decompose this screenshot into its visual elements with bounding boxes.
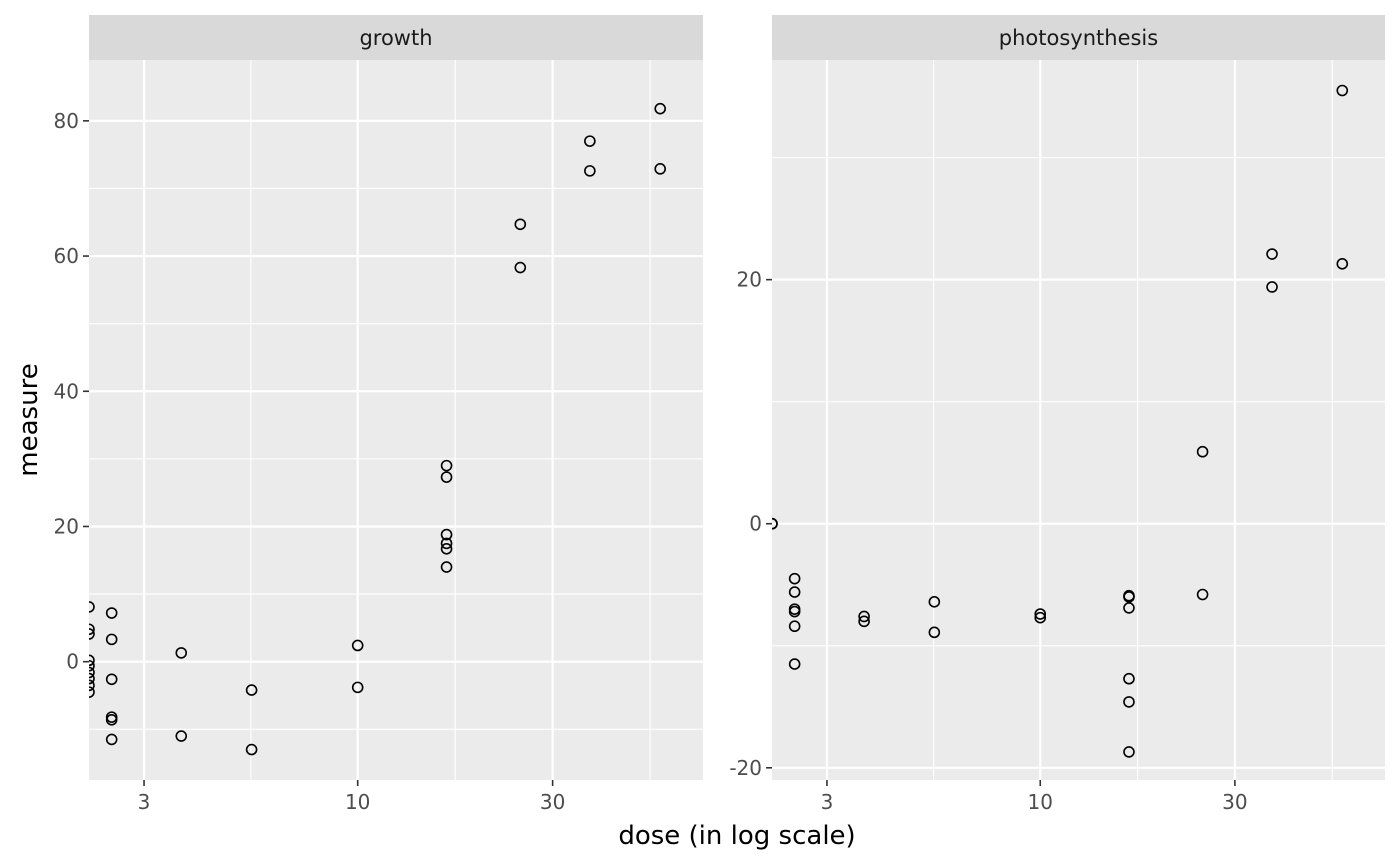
data-point (105, 733, 118, 746)
data-point (175, 647, 188, 659)
data-point (788, 605, 801, 618)
facet-panels: growth 0 20 40 60 80 3 10 30 photosynthesis -20 0 20… (54, 15, 1385, 814)
data-point (654, 102, 667, 115)
data-point (89, 679, 95, 692)
data-point (1336, 84, 1349, 97)
data-point (1034, 608, 1047, 620)
data-point (1123, 696, 1135, 708)
data-point (89, 666, 95, 679)
panel-1: photosynthesis -20 0 20 3 10 30 (729, 15, 1385, 814)
data-point (89, 686, 95, 698)
panel-plot-area (772, 60, 1385, 780)
data-point (440, 528, 453, 541)
y-tick-label: 0 (66, 650, 79, 674)
data-point (654, 163, 667, 175)
data-point (440, 537, 453, 550)
data-point (858, 610, 870, 623)
data-point (105, 607, 118, 619)
y-tick-label: 0 (749, 512, 762, 536)
panel-plot-area (89, 60, 703, 780)
y-tick-label: 20 (54, 514, 79, 538)
data-point (928, 626, 941, 639)
x-tick-label: 10 (1028, 790, 1053, 814)
facet-strip (89, 15, 703, 60)
data-point (584, 135, 596, 147)
data-point (1336, 257, 1349, 270)
data-point (1266, 248, 1278, 260)
data-point (440, 459, 453, 472)
x-tick-label: 30 (1222, 790, 1247, 814)
data-point (772, 517, 778, 530)
data-point (105, 673, 118, 686)
data-point (175, 730, 188, 742)
data-point (584, 165, 596, 177)
y-tick-label: 80 (54, 109, 79, 133)
data-point (514, 261, 527, 274)
data-point (1123, 746, 1135, 758)
data-point (89, 659, 95, 672)
data-point (1123, 602, 1135, 614)
data-point (928, 596, 941, 608)
data-point (788, 620, 801, 633)
data-point (788, 586, 801, 598)
x-tick-label: 3 (138, 790, 151, 814)
facet-strip-label: growth (359, 26, 432, 50)
data-point (89, 623, 95, 636)
panel-0: growth 0 20 40 60 80 3 10 30 (54, 15, 703, 814)
data-point (788, 658, 801, 670)
data-point (89, 628, 95, 640)
data-point (788, 572, 801, 585)
facet-strip (772, 15, 1385, 60)
x-tick-label: 10 (345, 790, 370, 814)
data-point (1123, 591, 1135, 603)
data-point (89, 672, 95, 685)
data-point (89, 654, 95, 667)
y-tick-label: 20 (737, 268, 762, 292)
data-point (514, 218, 527, 231)
panel-background (89, 60, 703, 780)
facet-strip-label: photosynthesis (999, 26, 1158, 50)
x-tick-label: 30 (540, 790, 565, 814)
data-point (1196, 445, 1209, 458)
y-tick-label: -20 (729, 756, 762, 780)
y-axis-title: measure (14, 363, 44, 476)
data-point (245, 743, 258, 756)
data-point (351, 639, 364, 652)
x-axis-title: dose (in log scale) (618, 821, 855, 851)
data-point (1196, 588, 1209, 601)
data-point (858, 615, 870, 628)
data-point (245, 684, 258, 696)
data-point (440, 542, 453, 555)
data-point (1266, 281, 1278, 293)
data-point (105, 633, 118, 646)
data-point (440, 561, 453, 573)
x-tick-label: 3 (821, 790, 834, 814)
data-point (351, 681, 364, 694)
y-tick-label: 60 (54, 244, 79, 268)
data-point (1034, 611, 1047, 624)
data-point (440, 471, 453, 483)
data-point (105, 714, 118, 726)
panel-background (772, 60, 1385, 780)
y-tick-label: 40 (54, 379, 79, 403)
data-point (89, 601, 95, 613)
data-point (1123, 672, 1135, 685)
